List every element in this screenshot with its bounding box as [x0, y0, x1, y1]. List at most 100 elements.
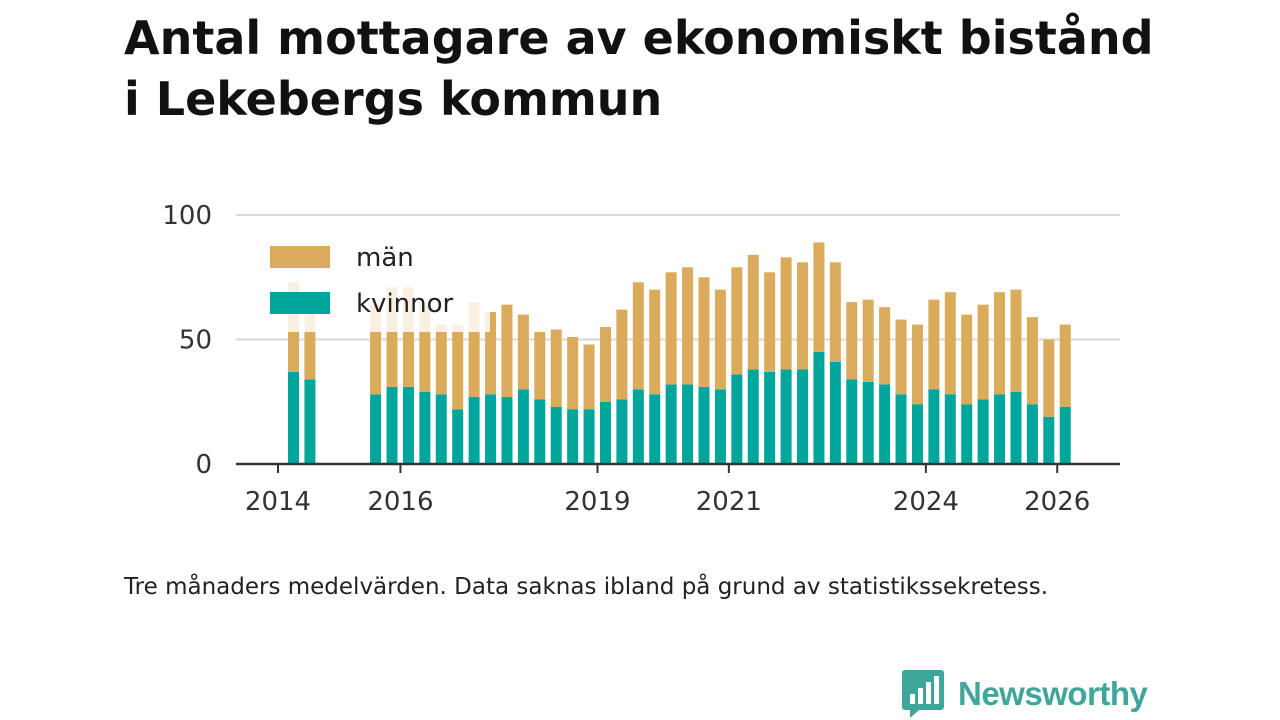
x-tick-label-2014: 2014 — [245, 487, 311, 517]
bar-kvinnor-1 — [304, 379, 316, 464]
bar-kvinnor-14 — [517, 389, 529, 464]
bar-kvinnor-34 — [846, 379, 858, 464]
bar-man-18 — [583, 344, 595, 410]
bar-kvinnor-7 — [402, 386, 414, 464]
y-tick-label-50: 50 — [179, 326, 212, 356]
bar-kvinnor-20 — [616, 399, 628, 464]
bar-man-30 — [780, 257, 792, 370]
bar-man-38 — [911, 324, 923, 405]
bar-kvinnor-9 — [435, 394, 447, 464]
bar-man-13 — [501, 304, 513, 397]
bar-man-36 — [879, 307, 891, 385]
bar-kvinnor-32 — [813, 351, 825, 464]
bar-kvinnor-5 — [370, 394, 382, 464]
bar-man-28 — [747, 254, 759, 370]
bar-man-11 — [468, 302, 480, 397]
bar-kvinnor-18 — [583, 409, 595, 464]
bar-kvinnor-38 — [911, 404, 923, 464]
bar-man-24 — [682, 267, 694, 385]
bar-man-19 — [599, 327, 611, 402]
legend-label-man: män — [356, 243, 414, 273]
bar-man-10 — [452, 324, 464, 410]
bar-kvinnor-37 — [895, 394, 907, 464]
bar-kvinnor-30 — [780, 369, 792, 464]
x-tick-label-2016: 2016 — [367, 487, 433, 517]
bar-kvinnor-36 — [879, 384, 891, 464]
bar-man-26 — [714, 289, 726, 390]
newsworthy-brand: Newsworthy — [902, 670, 1148, 718]
bar-man-31 — [797, 262, 809, 370]
bar-kvinnor-33 — [829, 361, 841, 464]
bar-kvinnor-46 — [1043, 416, 1055, 464]
chart-title-line-1: Antal mottagare av ekonomiskt bistånd — [124, 11, 1154, 65]
bar-man-7 — [402, 287, 414, 387]
bar-kvinnor-23 — [665, 384, 677, 464]
bar-kvinnor-19 — [599, 401, 611, 464]
newsworthy-logo-icon — [902, 670, 944, 718]
x-tick-label-2019: 2019 — [564, 487, 630, 517]
bar-kvinnor-24 — [682, 384, 694, 464]
bar-kvinnor-31 — [797, 369, 809, 464]
chart-title: Antal mottagare av ekonomiskt bistånd i … — [124, 8, 1244, 130]
bar-man-23 — [665, 272, 677, 385]
bar-kvinnor-13 — [501, 396, 513, 464]
bar-kvinnor-0 — [288, 371, 299, 464]
bar-kvinnor-45 — [1026, 404, 1038, 464]
bar-kvinnor-22 — [649, 394, 661, 464]
stacked-bar-chart: 0 50 100 män kvinnor 2014 2016 2019 2021 2024 2026 — [162, 201, 1120, 517]
bar-man-44 — [1010, 289, 1022, 392]
bar-man-34 — [846, 302, 858, 380]
bar-man-25 — [698, 277, 710, 387]
bar-man-41 — [961, 314, 973, 405]
bar-man-39 — [928, 299, 940, 390]
bar-man-40 — [944, 292, 956, 395]
brand-name: Newsworthy — [958, 675, 1148, 712]
bar-kvinnor-11 — [468, 396, 480, 464]
bar-man-16 — [550, 329, 562, 407]
x-tick-label-2024: 2024 — [893, 487, 959, 517]
bar-man-47 — [1059, 324, 1071, 407]
bar-kvinnor-41 — [961, 404, 973, 464]
bar-kvinnor-40 — [944, 394, 956, 464]
bar-kvinnor-15 — [534, 399, 546, 464]
x-tick-label-2026: 2026 — [1024, 487, 1090, 517]
bar-kvinnor-12 — [485, 394, 497, 464]
x-tick-label-2021: 2021 — [696, 487, 762, 517]
y-tick-label-100: 100 — [162, 201, 212, 231]
bar-man-42 — [977, 304, 989, 400]
bar-kvinnor-43 — [994, 394, 1006, 464]
bar-man-20 — [616, 309, 628, 400]
chart-title-line-2: i Lekebergs kommun — [124, 72, 663, 126]
bar-kvinnor-10 — [452, 409, 464, 464]
legend-label-kvinnor: kvinnor — [356, 289, 454, 319]
bar-man-33 — [829, 262, 841, 362]
y-tick-label-0: 0 — [195, 450, 212, 480]
bar-man-15 — [534, 332, 546, 400]
bar-man-29 — [764, 272, 776, 372]
bar-kvinnor-44 — [1010, 391, 1022, 464]
bar-kvinnor-25 — [698, 386, 710, 464]
bar-man-27 — [731, 267, 743, 375]
bar-man-32 — [813, 242, 825, 352]
bar-man-35 — [862, 299, 874, 382]
legend-swatch-kvinnor — [270, 292, 330, 314]
bar-man-6 — [386, 287, 398, 387]
bar-man-9 — [435, 324, 447, 395]
bar-man-12 — [485, 312, 497, 395]
bar-kvinnor-29 — [764, 371, 776, 464]
bar-kvinnor-6 — [386, 386, 398, 464]
bar-kvinnor-16 — [550, 406, 562, 464]
chart-caption: Tre månaders medelvärden. Data saknas ib… — [124, 574, 1049, 600]
bar-man-5 — [370, 304, 382, 395]
bar-kvinnor-27 — [731, 374, 743, 464]
bar-kvinnor-21 — [632, 389, 644, 464]
bar-man-46 — [1043, 339, 1055, 417]
bar-man-21 — [632, 282, 644, 390]
bar-man-8 — [419, 304, 431, 392]
bar-man-22 — [649, 289, 661, 395]
bar-man-17 — [567, 337, 579, 410]
bar-man-1 — [304, 312, 316, 380]
bar-kvinnor-47 — [1059, 406, 1071, 464]
bar-kvinnor-35 — [862, 381, 874, 464]
bar-kvinnor-26 — [714, 389, 726, 464]
